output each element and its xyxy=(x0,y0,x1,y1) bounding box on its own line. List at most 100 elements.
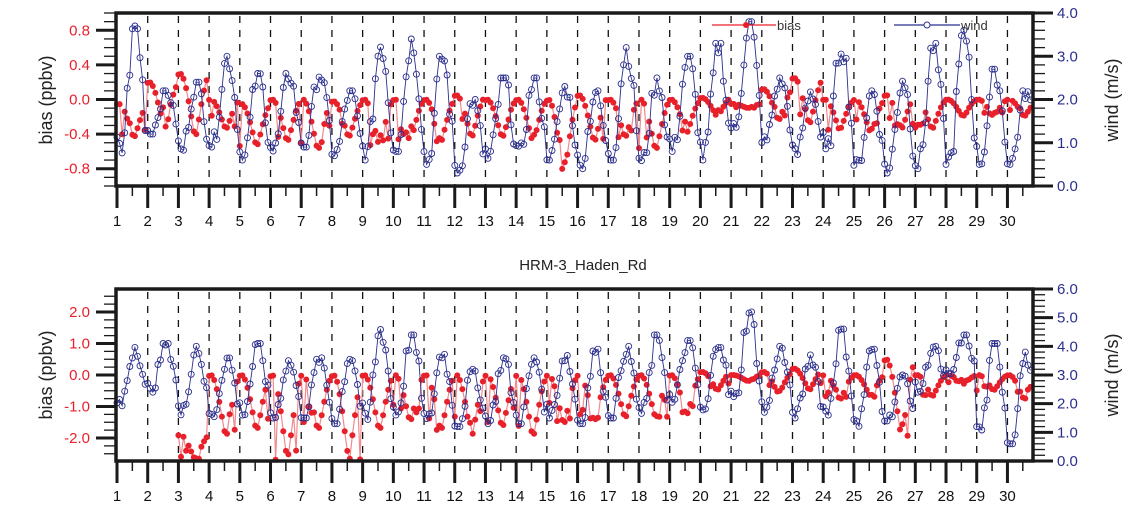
bias-point xyxy=(487,99,494,106)
wind-point xyxy=(873,362,881,369)
x-tick-label: 24 xyxy=(815,488,832,505)
wind-point xyxy=(617,80,625,88)
bias-point xyxy=(408,416,415,423)
bias-point xyxy=(533,127,540,134)
wind-point xyxy=(576,420,584,428)
wind-point xyxy=(187,105,195,113)
wind-point xyxy=(387,395,395,403)
bias-point xyxy=(981,109,988,116)
wind-point xyxy=(310,369,318,377)
bias-point xyxy=(318,412,325,419)
bias-point xyxy=(490,384,497,390)
wind-point xyxy=(799,390,807,398)
wind-point xyxy=(980,148,988,156)
wind-point xyxy=(763,136,771,144)
wind-point xyxy=(702,405,709,413)
bias-point xyxy=(664,101,671,108)
bias-point xyxy=(676,389,683,396)
bias-point xyxy=(288,432,294,439)
wind-point xyxy=(842,54,850,62)
x-tick-label: 10 xyxy=(385,488,402,505)
wind-point xyxy=(251,82,259,90)
bias-point xyxy=(311,130,317,137)
wind-point xyxy=(272,139,280,147)
wind-point xyxy=(474,384,482,392)
wind-point xyxy=(384,99,392,107)
wind-point xyxy=(750,321,758,328)
wind-point xyxy=(428,409,436,417)
wind-point xyxy=(773,85,781,93)
bias-point xyxy=(185,442,192,449)
wind-point xyxy=(405,57,413,65)
bias-point xyxy=(352,412,358,419)
x-tick-label: 27 xyxy=(907,213,924,230)
wind-point xyxy=(558,357,566,365)
wind-point xyxy=(236,399,244,407)
wind-point xyxy=(387,129,395,137)
wind-point xyxy=(282,367,290,375)
wind-point xyxy=(379,55,387,63)
wind-point xyxy=(351,95,359,103)
wind-point xyxy=(553,391,561,399)
wind-point xyxy=(968,96,976,104)
bias-point xyxy=(224,124,230,131)
bias-point xyxy=(641,375,648,382)
wind-point xyxy=(681,349,689,357)
bias-point xyxy=(254,141,261,148)
wind-point xyxy=(742,327,750,335)
legend: bias wind xyxy=(712,18,988,33)
wind-point xyxy=(410,49,418,57)
wind-point xyxy=(996,363,1004,371)
wind-point xyxy=(430,109,438,117)
bias-point xyxy=(853,116,860,123)
wind-point xyxy=(870,345,878,353)
wind-point xyxy=(528,86,535,94)
wind-point xyxy=(282,70,290,77)
bias-point xyxy=(178,71,184,77)
wind-point xyxy=(893,384,901,392)
bias-point xyxy=(781,379,788,386)
bias-point xyxy=(226,117,233,124)
wind-point xyxy=(522,126,530,133)
wind-point xyxy=(781,359,789,366)
x-tick-label: 4 xyxy=(205,488,213,505)
wind-point xyxy=(507,389,515,397)
wind-point xyxy=(446,110,454,118)
bias-point xyxy=(692,105,699,112)
wind-point xyxy=(343,96,351,104)
wind-point xyxy=(246,380,254,388)
x-tick-label: 20 xyxy=(692,213,709,230)
bias-point xyxy=(917,373,924,380)
wind-point xyxy=(325,117,333,124)
wind-point xyxy=(632,395,640,403)
wind-point xyxy=(382,346,390,354)
bias-point xyxy=(531,430,538,437)
bias-point xyxy=(426,99,433,106)
wind-point xyxy=(773,355,781,363)
wind-point xyxy=(428,150,436,157)
wind-point xyxy=(1001,138,1009,146)
wind-point xyxy=(121,387,129,395)
bias-point xyxy=(679,127,686,134)
wind-point xyxy=(249,363,257,370)
wind-point xyxy=(185,388,193,396)
wind-point xyxy=(545,156,553,164)
x-tick-label: 6 xyxy=(266,488,274,505)
bias-point xyxy=(930,392,937,399)
wind-point xyxy=(259,83,267,91)
wind-point xyxy=(579,165,587,173)
bias-point xyxy=(290,116,297,123)
wind-point xyxy=(996,87,1004,95)
wind-point xyxy=(896,89,904,97)
y2-tick-label: 3.0 xyxy=(1057,367,1078,384)
x-tick-label: 26 xyxy=(876,488,893,505)
wind-point xyxy=(226,354,234,362)
wind-point xyxy=(221,59,228,67)
wind-point xyxy=(461,143,469,151)
bias-point xyxy=(272,99,279,106)
wind-point xyxy=(121,129,129,137)
bias-point xyxy=(889,99,896,106)
wind-point xyxy=(231,94,239,101)
wind-point xyxy=(668,147,676,155)
wind-point xyxy=(812,100,819,108)
